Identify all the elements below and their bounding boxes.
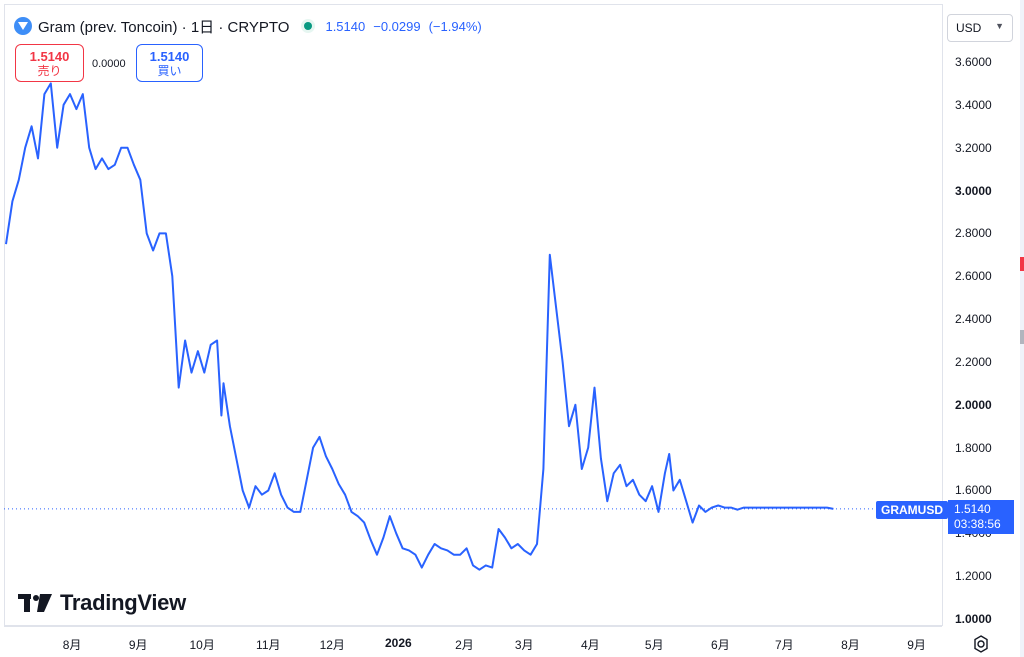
time-tick: 4月 <box>580 638 600 652</box>
price-change: −0.0299 <box>373 18 421 34</box>
scroll-marker <box>1020 330 1024 344</box>
settings-gear-icon[interactable] <box>971 634 991 654</box>
price-tick: 3.4000 <box>955 97 992 112</box>
time-tick: 9月 <box>907 638 926 652</box>
sell-label: 売り <box>37 64 62 78</box>
tradingview-mark-icon <box>18 594 52 612</box>
right-toolbar-edge <box>1020 0 1024 657</box>
price-tick: 2.4000 <box>955 312 992 327</box>
buy-price: 1.5140 <box>149 49 190 64</box>
price-tick: 2.0000 <box>955 397 992 412</box>
price-tick: 3.6000 <box>955 55 992 69</box>
time-tick: 6月 <box>711 638 730 652</box>
price-tick: 1.2000 <box>955 569 992 584</box>
price-tick: 1.0000 <box>955 612 992 626</box>
sell-marker <box>1020 257 1024 271</box>
price-tick: 2.2000 <box>955 354 992 369</box>
spread-value: 0.0000 <box>92 58 126 70</box>
plot-area[interactable] <box>4 4 942 626</box>
symbol-price-label: GRAMUSD <box>876 501 948 519</box>
currency-label: USD <box>956 21 982 35</box>
price-line <box>5 82 834 571</box>
gram-logo-icon <box>14 17 32 35</box>
symbol-legend[interactable]: Gram (prev. Toncoin) · 1日 · CRYPTO 1.514… <box>14 14 490 38</box>
price-change-pct: (−1.94%) <box>428 18 482 34</box>
buy-button[interactable]: 1.5140 買い <box>136 44 203 82</box>
time-tick: 12月 <box>319 638 345 652</box>
last-price: 1.5140 <box>325 18 366 34</box>
time-tick: 8月 <box>841 638 860 652</box>
currency-selector[interactable]: USD ▼ <box>947 14 1013 42</box>
last-price-label: 1.5140 03:38:56 <box>948 500 1014 534</box>
last-price-label-value: 1.5140 <box>954 502 991 516</box>
tradingview-logo[interactable]: TradingView <box>18 590 186 616</box>
bar-countdown: 03:38:56 <box>954 517 1001 531</box>
price-tick: 1.6000 <box>955 483 992 498</box>
tradingview-wordmark: TradingView <box>60 590 186 615</box>
time-tick: 2月 <box>455 638 474 652</box>
price-tick: 3.2000 <box>955 140 992 155</box>
chevron-down-icon: ▼ <box>995 21 1004 31</box>
time-tick: 3月 <box>514 638 534 652</box>
time-tick: 10月 <box>189 638 215 652</box>
buy-label: 買い <box>157 64 182 78</box>
sell-button[interactable]: 1.5140 売り <box>15 44 84 82</box>
time-axis[interactable] <box>4 626 942 657</box>
time-tick: 11月 <box>256 638 281 652</box>
price-tick: 2.8000 <box>955 226 992 241</box>
price-scale-divider <box>942 4 943 626</box>
time-tick: 7月 <box>774 638 794 652</box>
price-tick: 1.8000 <box>955 440 992 455</box>
price-tick: 3.0000 <box>955 183 992 198</box>
time-tick: 8月 <box>62 638 82 652</box>
symbol-title[interactable]: Gram (prev. Toncoin) · 1日 · CRYPTO <box>38 18 290 36</box>
time-tick: 9月 <box>128 638 148 652</box>
sell-price: 1.5140 <box>29 49 70 64</box>
time-tick: 2026 <box>385 636 412 650</box>
market-status-icon[interactable] <box>301 19 316 33</box>
price-tick: 2.6000 <box>955 269 992 284</box>
time-tick: 5月 <box>644 638 664 652</box>
